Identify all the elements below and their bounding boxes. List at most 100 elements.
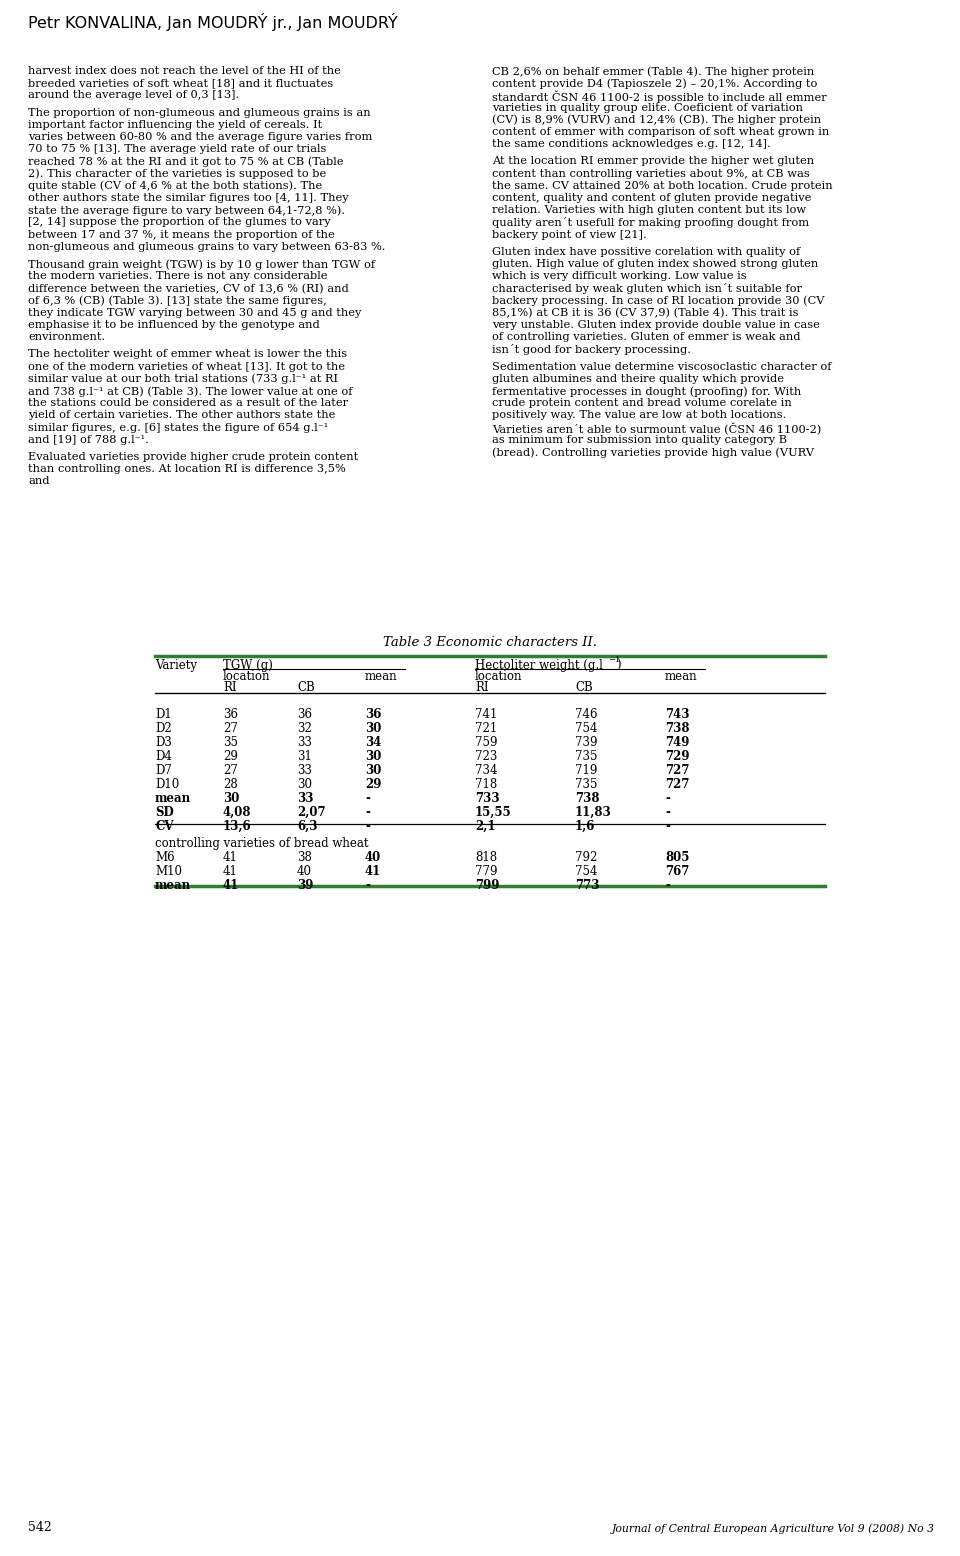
Text: relation. Varieties with high gluten content but its low: relation. Varieties with high gluten con… — [492, 205, 806, 215]
Text: mean: mean — [665, 671, 698, 683]
Text: 805: 805 — [665, 851, 689, 864]
Text: 718: 718 — [475, 778, 497, 790]
Text: 41: 41 — [365, 865, 381, 878]
Text: 15,55: 15,55 — [475, 806, 512, 818]
Text: -: - — [665, 792, 670, 804]
Text: 31: 31 — [297, 750, 312, 762]
Text: varieties in quality group elite. Coeficient of variation: varieties in quality group elite. Coefic… — [492, 103, 803, 112]
Text: similar figures, e.g. [6] states the figure of 654 g.l⁻¹: similar figures, e.g. [6] states the fig… — [28, 423, 328, 433]
Text: D7: D7 — [155, 764, 172, 776]
Text: content of emmer with comparison of soft wheat grown in: content of emmer with comparison of soft… — [492, 128, 829, 137]
Text: [2, 14] suppose the proportion of the glumes to vary: [2, 14] suppose the proportion of the gl… — [28, 218, 330, 227]
Text: location: location — [475, 671, 522, 683]
Text: important factor influencing the yield of cereals. It: important factor influencing the yield o… — [28, 120, 323, 129]
Text: location: location — [223, 671, 271, 683]
Text: D4: D4 — [155, 750, 172, 762]
Text: 30: 30 — [297, 778, 312, 790]
Text: quite stable (CV of 4,6 % at the both stations). The: quite stable (CV of 4,6 % at the both st… — [28, 180, 323, 191]
Text: The proportion of non-glumeous and glumeous grains is an: The proportion of non-glumeous and glume… — [28, 107, 371, 118]
Text: 41: 41 — [223, 865, 238, 878]
Text: Thousand grain weight (TGW) is by 10 g lower than TGW of: Thousand grain weight (TGW) is by 10 g l… — [28, 258, 375, 269]
Text: 27: 27 — [223, 764, 238, 776]
Text: characterised by weak gluten which isn´t suitable for: characterised by weak gluten which isn´t… — [492, 283, 802, 294]
Text: and: and — [28, 476, 50, 487]
Text: 4,08: 4,08 — [223, 806, 252, 818]
Text: of controlling varieties. Gluten of emmer is weak and: of controlling varieties. Gluten of emme… — [492, 331, 801, 342]
Text: 719: 719 — [575, 764, 597, 776]
Text: 39: 39 — [297, 879, 313, 892]
Text: backery point of view [21].: backery point of view [21]. — [492, 230, 647, 240]
Text: 33: 33 — [297, 792, 314, 804]
Text: quality aren´t usefull for making proofing dought from: quality aren´t usefull for making proofi… — [492, 218, 809, 229]
Text: Gluten index have possitive corelation with quality of: Gluten index have possitive corelation w… — [492, 247, 801, 257]
Text: 27: 27 — [223, 722, 238, 734]
Text: other authors state the similar figures too [4, 11]. They: other authors state the similar figures … — [28, 193, 348, 202]
Text: RI: RI — [475, 682, 489, 694]
Text: Petr KONVALINA, Jan MOUDRÝ jr., Jan MOUDRÝ: Petr KONVALINA, Jan MOUDRÝ jr., Jan MOUD… — [28, 12, 397, 31]
Text: standardt ČSN 46 1100-2 is possible to include all emmer: standardt ČSN 46 1100-2 is possible to i… — [492, 90, 827, 103]
Text: CB: CB — [297, 682, 315, 694]
Text: At the location RI emmer provide the higher wet gluten: At the location RI emmer provide the hig… — [492, 157, 814, 166]
Text: M6: M6 — [155, 851, 175, 864]
Text: than controlling ones. At location RI is difference 3,5%: than controlling ones. At location RI is… — [28, 464, 346, 475]
Text: -: - — [365, 806, 370, 818]
Text: 733: 733 — [475, 792, 499, 804]
Text: content than controlling varieties about 9%, at CB was: content than controlling varieties about… — [492, 168, 809, 179]
Text: 729: 729 — [665, 750, 689, 762]
Text: The hectoliter weight of emmer wheat is lower the this: The hectoliter weight of emmer wheat is … — [28, 350, 348, 359]
Text: (bread). Controlling varieties provide high value (VURV: (bread). Controlling varieties provide h… — [492, 447, 814, 457]
Text: 41: 41 — [223, 851, 238, 864]
Text: around the average level of 0,3 [13].: around the average level of 0,3 [13]. — [28, 90, 239, 101]
Text: as minimum for submission into quality category B: as minimum for submission into quality c… — [492, 434, 787, 445]
Text: 779: 779 — [475, 865, 497, 878]
Text: 6,3: 6,3 — [297, 820, 318, 832]
Text: gluten. High value of gluten index showed strong gluten: gluten. High value of gluten index showe… — [492, 258, 818, 269]
Text: fermentative processes in dought (proofing) for. With: fermentative processes in dought (proofi… — [492, 386, 802, 397]
Text: breeded varieties of soft wheat [18] and it fluctuates: breeded varieties of soft wheat [18] and… — [28, 78, 333, 89]
Text: 30: 30 — [365, 750, 381, 762]
Text: which is very difficult working. Low value is: which is very difficult working. Low val… — [492, 271, 747, 282]
Text: emphasise it to be influenced by the genotype and: emphasise it to be influenced by the gen… — [28, 321, 320, 330]
Text: D3: D3 — [155, 736, 172, 748]
Text: 30: 30 — [365, 722, 381, 734]
Text: 754: 754 — [575, 865, 597, 878]
Text: 36: 36 — [297, 708, 312, 720]
Text: -: - — [365, 879, 370, 892]
Text: 34: 34 — [365, 736, 381, 748]
Text: and [19] of 788 g.l⁻¹.: and [19] of 788 g.l⁻¹. — [28, 434, 149, 445]
Text: 734: 734 — [475, 764, 497, 776]
Text: D10: D10 — [155, 778, 180, 790]
Text: very unstable. Gluten index provide double value in case: very unstable. Gluten index provide doub… — [492, 321, 820, 330]
Text: CB 2,6% on behalf emmer (Table 4). The higher protein: CB 2,6% on behalf emmer (Table 4). The h… — [492, 65, 814, 76]
Text: mean: mean — [155, 792, 191, 804]
Text: 749: 749 — [665, 736, 689, 748]
Text: 70 to 75 % [13]. The average yield rate of our trials: 70 to 75 % [13]. The average yield rate … — [28, 145, 326, 154]
Text: D2: D2 — [155, 722, 172, 734]
Text: 727: 727 — [665, 778, 689, 790]
Text: harvest index does not reach the level of the HI of the: harvest index does not reach the level o… — [28, 65, 341, 76]
Text: 743: 743 — [665, 708, 689, 720]
Text: -: - — [365, 792, 370, 804]
Text: 1,6: 1,6 — [575, 820, 595, 832]
Text: environment.: environment. — [28, 331, 106, 342]
Text: Hectoliter weight (g.l: Hectoliter weight (g.l — [475, 660, 603, 672]
Text: 36: 36 — [365, 708, 381, 720]
Text: Table 3 Economic characters II.: Table 3 Economic characters II. — [383, 636, 597, 649]
Text: -: - — [365, 820, 370, 832]
Text: Variety: Variety — [155, 660, 197, 672]
Text: 41: 41 — [223, 879, 239, 892]
Text: crude protein content and bread volume corelate in: crude protein content and bread volume c… — [492, 398, 792, 408]
Text: D1: D1 — [155, 708, 172, 720]
Text: 35: 35 — [223, 736, 238, 748]
Text: mean: mean — [155, 879, 191, 892]
Text: 738: 738 — [575, 792, 599, 804]
Text: 741: 741 — [475, 708, 497, 720]
Text: -: - — [665, 820, 670, 832]
Text: M10: M10 — [155, 865, 182, 878]
Text: varies between 60-80 % and the average figure varies from: varies between 60-80 % and the average f… — [28, 132, 372, 142]
Text: isn´t good for backery processing.: isn´t good for backery processing. — [492, 344, 691, 355]
Text: Evaluated varieties provide higher crude protein content: Evaluated varieties provide higher crude… — [28, 451, 358, 462]
Text: Sedimentation value determine viscosoclastic character of: Sedimentation value determine viscosocla… — [492, 361, 831, 372]
Text: 29: 29 — [223, 750, 238, 762]
Text: 727: 727 — [665, 764, 689, 776]
